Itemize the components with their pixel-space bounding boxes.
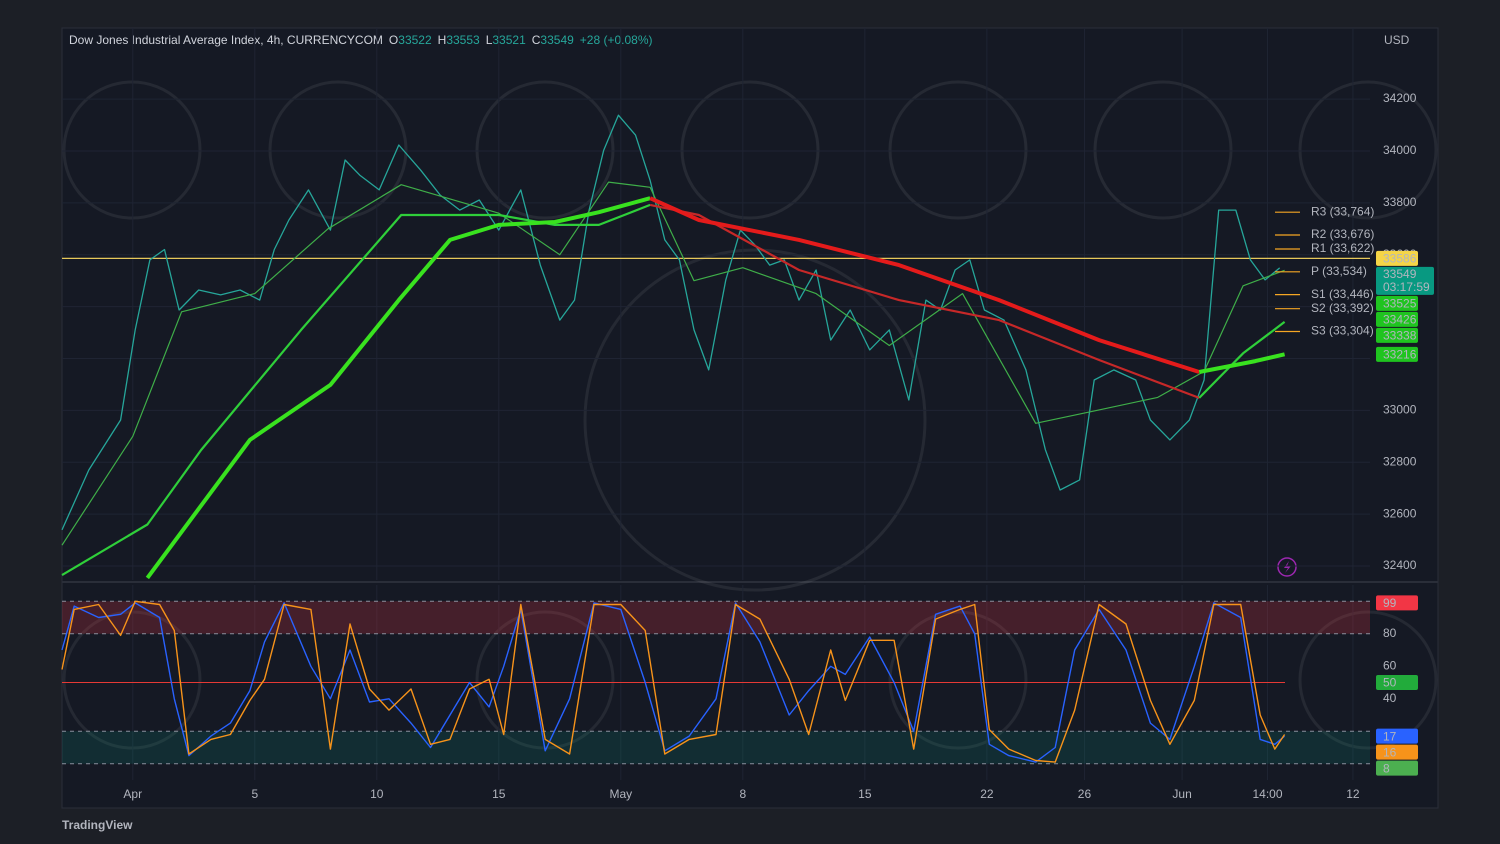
- price-badge: [1376, 266, 1434, 295]
- price-badge: [1376, 728, 1418, 744]
- price-badge-label: 33525: [1383, 297, 1417, 311]
- y-tick-label: 40: [1383, 691, 1397, 705]
- chart-panel: [61, 27, 1439, 809]
- price-badge-label: 33549: [1383, 267, 1417, 281]
- price-badge-label: 99: [1383, 596, 1397, 610]
- series-line: [649, 203, 1200, 399]
- series-line: [61, 602, 1286, 763]
- high-label: H: [438, 33, 447, 47]
- series-line: [61, 114, 1281, 531]
- series-line: [1198, 352, 1286, 374]
- x-tick-label: 15: [492, 787, 506, 801]
- alert-bolt: [1284, 561, 1291, 573]
- x-tick-label: 15: [858, 787, 872, 801]
- price-badge-label: 33338: [1383, 329, 1417, 343]
- price-badge: [1376, 250, 1418, 266]
- series-line: [145, 196, 651, 580]
- y-tick-label: 32600: [1383, 506, 1417, 520]
- x-tick-label: Jun: [1172, 787, 1191, 801]
- pivot-label: R3 (33,764): [1311, 204, 1374, 218]
- pivot-label: S2 (33,392): [1311, 301, 1374, 315]
- series-line: [649, 196, 1200, 374]
- price-badge: [1376, 346, 1418, 362]
- countdown-label: 03:17:59: [1383, 280, 1430, 294]
- x-tick-label: 14:00: [1252, 787, 1282, 801]
- legend-header: Dow Jones Industrial Average Index, 4h, …: [69, 33, 653, 47]
- price-badge-label: 8: [1383, 761, 1390, 775]
- pivot-label: S1 (33,446): [1311, 287, 1374, 301]
- x-tick-label: 5: [251, 787, 258, 801]
- brand-name: TradingView: [62, 818, 133, 832]
- price-badge-label: 17: [1383, 729, 1397, 743]
- close-value: 33549: [540, 33, 574, 47]
- band: [62, 601, 1370, 634]
- x-tick-label: 12: [1346, 787, 1360, 801]
- x-tick-label: 22: [980, 787, 994, 801]
- y-tick-label: 32400: [1383, 558, 1417, 572]
- price-badge: [1376, 744, 1418, 760]
- band: [62, 731, 1370, 764]
- price-badge-label: 50: [1383, 676, 1397, 690]
- price-badge: [1376, 311, 1418, 327]
- pivot-label: R2 (33,676): [1311, 227, 1374, 241]
- series-line: [61, 203, 651, 577]
- symbol-title: Dow Jones Industrial Average Index, 4h, …: [69, 33, 383, 47]
- brand-logo: TradingView: [62, 818, 133, 832]
- change-value: +28 (+0.08%): [580, 33, 653, 47]
- open-value: 33522: [398, 33, 432, 47]
- price-badge-label: 33426: [1383, 313, 1417, 327]
- price-badge-label: 33586: [1383, 252, 1417, 266]
- open-label: O: [389, 33, 398, 47]
- pivot-label: R1 (33,622): [1311, 241, 1374, 255]
- watermark: [62, 80, 1438, 750]
- currency-label: USD: [1384, 33, 1410, 47]
- x-tick-label: Apr: [123, 787, 142, 801]
- alert-icon[interactable]: [1277, 557, 1297, 577]
- low-value: 33521: [492, 33, 526, 47]
- price-badge: [1376, 595, 1418, 611]
- series-line: [61, 600, 1286, 763]
- low-label: L: [486, 33, 493, 47]
- y-tick-label: 60: [1383, 658, 1397, 672]
- price-badge: [1376, 675, 1418, 690]
- series-line: [1198, 321, 1286, 399]
- pivot-label: P (33,534): [1311, 264, 1367, 278]
- x-tick-label: 26: [1078, 787, 1092, 801]
- y-tick-label: 80: [1383, 626, 1397, 640]
- pivot-label: S3 (33,304): [1311, 324, 1374, 338]
- y-tick-label: 32800: [1383, 454, 1417, 468]
- y-tick-label: 33000: [1383, 403, 1417, 417]
- high-value: 33553: [446, 33, 480, 47]
- y-tick-label: 34000: [1383, 143, 1417, 157]
- series-line: [61, 181, 1285, 546]
- y-tick-label: 33800: [1383, 195, 1417, 209]
- price-badge: [1376, 295, 1418, 311]
- x-tick-label: 8: [739, 787, 746, 801]
- x-tick-label: 10: [370, 787, 384, 801]
- x-tick-label: May: [609, 787, 632, 801]
- price-badge: [1376, 760, 1418, 776]
- close-label: C: [532, 33, 541, 47]
- price-badge-label: 16: [1383, 745, 1397, 759]
- price-badge: [1376, 327, 1418, 343]
- price-badge-label: 33216: [1383, 347, 1417, 361]
- y-tick-label: 34200: [1383, 91, 1417, 105]
